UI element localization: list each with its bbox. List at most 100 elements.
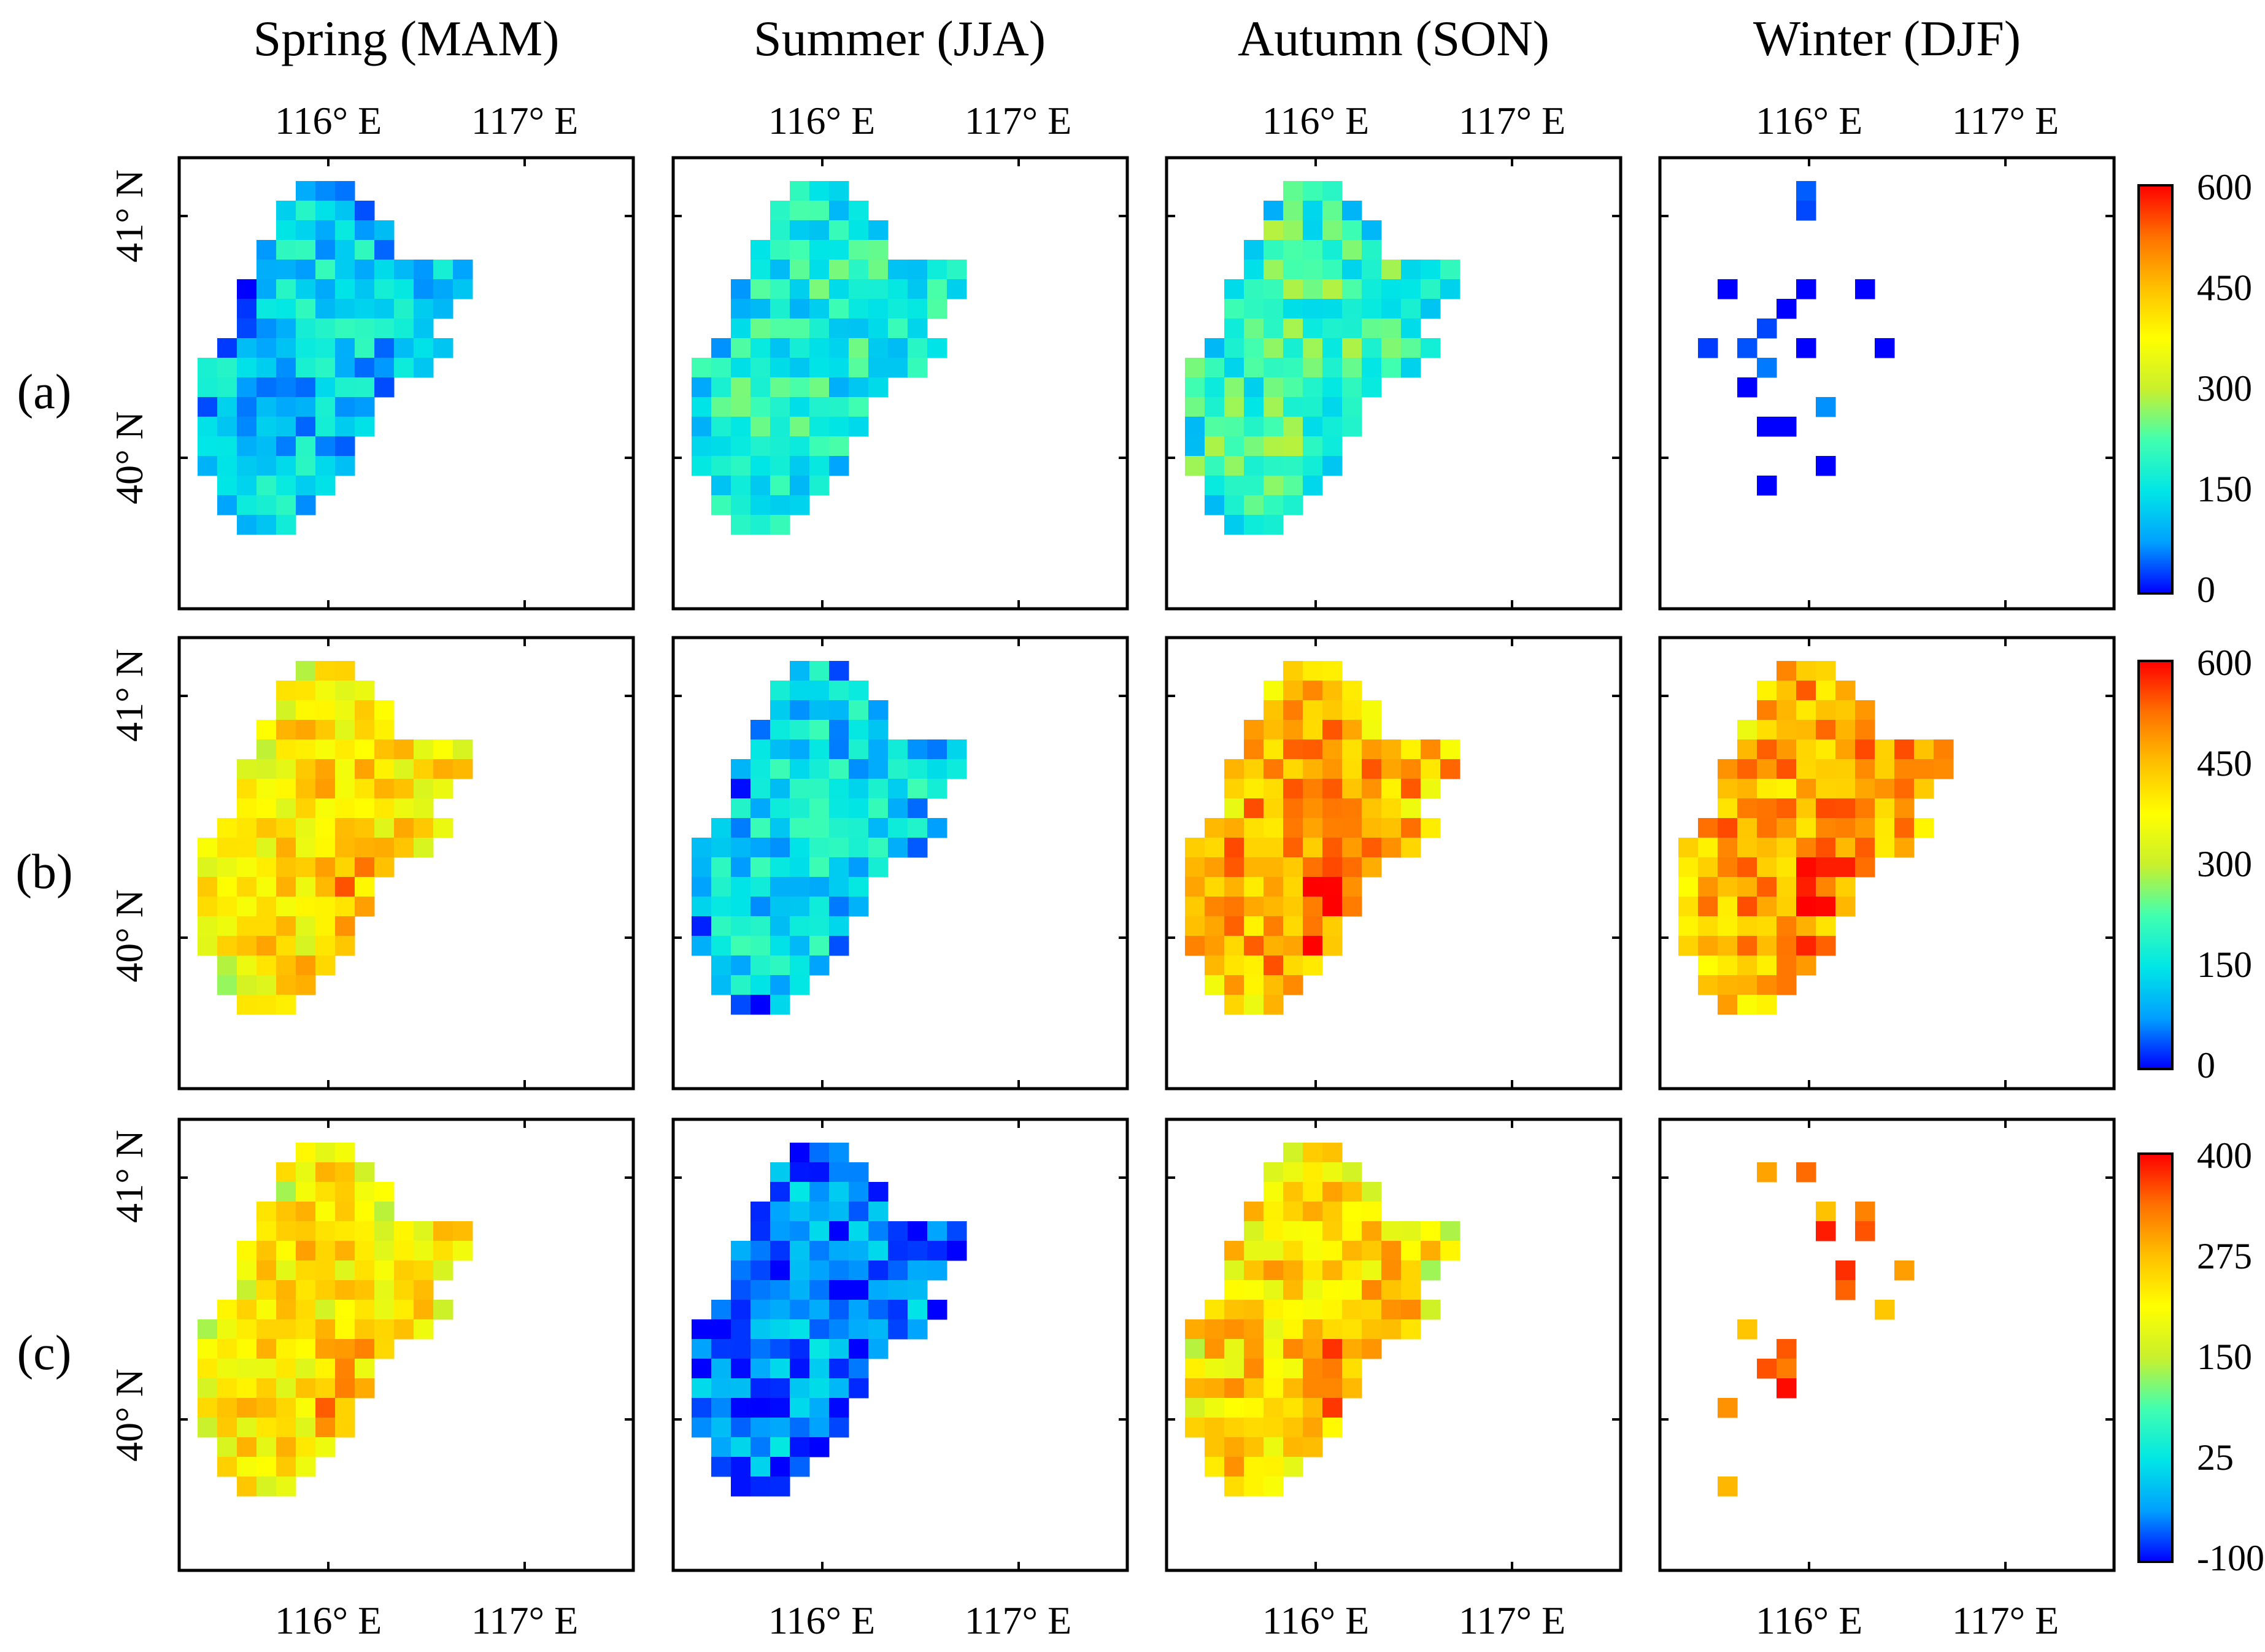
heat-cell	[237, 877, 257, 897]
heat-cell	[868, 798, 889, 819]
colorbar-row-b: 600 450 300 150 0	[2137, 643, 2252, 1086]
heat-cell	[770, 1437, 790, 1457]
heat-cell	[829, 220, 849, 241]
heat-cell	[355, 1182, 375, 1202]
heat-cell	[849, 1280, 869, 1300]
heat-cell	[1185, 1418, 1205, 1438]
map-frame	[1165, 1117, 1623, 1572]
heat-cell	[888, 1280, 908, 1300]
heat-cell	[1678, 916, 1699, 936]
heat-cell	[770, 476, 790, 496]
heat-cell	[809, 1398, 830, 1418]
heat-cell	[750, 495, 771, 515]
heat-cell	[790, 1202, 810, 1222]
heat-cell	[237, 476, 257, 496]
heat-cell	[692, 916, 712, 936]
heat-cell	[296, 181, 316, 201]
heat-cell	[809, 955, 830, 976]
heat-cell	[1362, 1182, 1382, 1202]
heat-cell	[731, 838, 751, 858]
heat-cell	[1205, 1418, 1225, 1438]
heat-cell	[1737, 916, 1758, 936]
heat-cell	[276, 201, 296, 221]
heat-cell	[1322, 417, 1343, 437]
heat-cell	[335, 299, 355, 319]
heat-cell	[888, 1319, 908, 1340]
heat-cell	[1224, 838, 1244, 858]
heat-cell	[414, 318, 434, 339]
heat-cell	[1835, 818, 1856, 838]
heat-cell	[1835, 897, 1856, 917]
heat-cell	[1401, 318, 1421, 339]
heat-cell	[1303, 1398, 1323, 1418]
heat-cell	[1816, 759, 1836, 779]
heat-cell	[1777, 857, 1797, 878]
heat-cell	[1244, 1418, 1264, 1438]
heat-cell	[296, 1398, 316, 1418]
heat-cell	[1244, 240, 1264, 260]
heat-cell	[1342, 358, 1362, 378]
heat-cell	[692, 377, 712, 398]
heat-cell	[335, 1182, 355, 1202]
heat-cell	[1698, 936, 1718, 956]
heat-cell	[1303, 318, 1323, 339]
heat-cell	[355, 397, 375, 417]
heat-cell	[711, 377, 731, 398]
heat-cell	[335, 798, 355, 819]
heat-cell	[1342, 759, 1362, 779]
heat-cell	[276, 759, 296, 779]
heat-cell	[1381, 1300, 1402, 1320]
heat-cell	[1303, 1241, 1323, 1261]
heat-cell	[335, 877, 355, 897]
heat-cell	[1224, 1437, 1244, 1457]
heat-cell	[770, 279, 790, 299]
heat-cell	[1264, 201, 1284, 221]
heat-cell	[1718, 818, 1738, 838]
heat-cell	[1322, 720, 1343, 740]
heat-cell	[829, 456, 849, 476]
colorbar-b-bar	[2137, 660, 2174, 1070]
heat-cell	[1244, 338, 1264, 358]
heat-cell	[908, 338, 928, 358]
heat-cell	[1816, 916, 1836, 936]
heat-cell	[1855, 279, 1875, 299]
heat-cell	[1322, 318, 1343, 339]
heat-cell	[453, 739, 473, 760]
heat-cell	[1816, 739, 1836, 760]
heat-cell	[868, 1221, 889, 1241]
heat-cell	[1244, 897, 1264, 917]
heat-cell	[849, 417, 869, 437]
heat-cell	[809, 1280, 830, 1300]
heat-cell	[1283, 436, 1303, 457]
heat-cell	[335, 220, 355, 241]
heat-cell	[1381, 1221, 1402, 1241]
heat-cell	[394, 1280, 414, 1300]
heat-cell	[790, 1162, 810, 1183]
heat-cell	[770, 1418, 790, 1438]
heat-cell	[1362, 838, 1382, 858]
heat-cell	[888, 1241, 908, 1261]
heat-cell	[1322, 877, 1343, 897]
heat-cell	[1855, 1221, 1875, 1241]
heat-cell	[1835, 759, 1856, 779]
heat-cell	[868, 720, 889, 740]
heat-cell	[770, 318, 790, 339]
heat-cell	[1283, 456, 1303, 476]
heat-cell	[355, 1162, 375, 1183]
heat-cell	[770, 897, 790, 917]
heat-cell	[750, 1221, 771, 1241]
heat-cell	[355, 417, 375, 437]
heat-cell	[276, 1378, 296, 1399]
heat-cell	[750, 358, 771, 378]
heat-cell	[1796, 779, 1816, 799]
heat-cell	[315, 397, 336, 417]
heat-cell	[1757, 739, 1777, 760]
heat-cell	[1855, 700, 1875, 720]
heat-cell	[394, 838, 414, 858]
heat-cell	[750, 279, 771, 299]
heat-cell	[1303, 1162, 1323, 1183]
heat-cell	[1264, 1221, 1284, 1241]
heat-cell	[829, 1182, 849, 1202]
heat-cell	[374, 779, 395, 799]
heat-cell	[374, 279, 395, 299]
